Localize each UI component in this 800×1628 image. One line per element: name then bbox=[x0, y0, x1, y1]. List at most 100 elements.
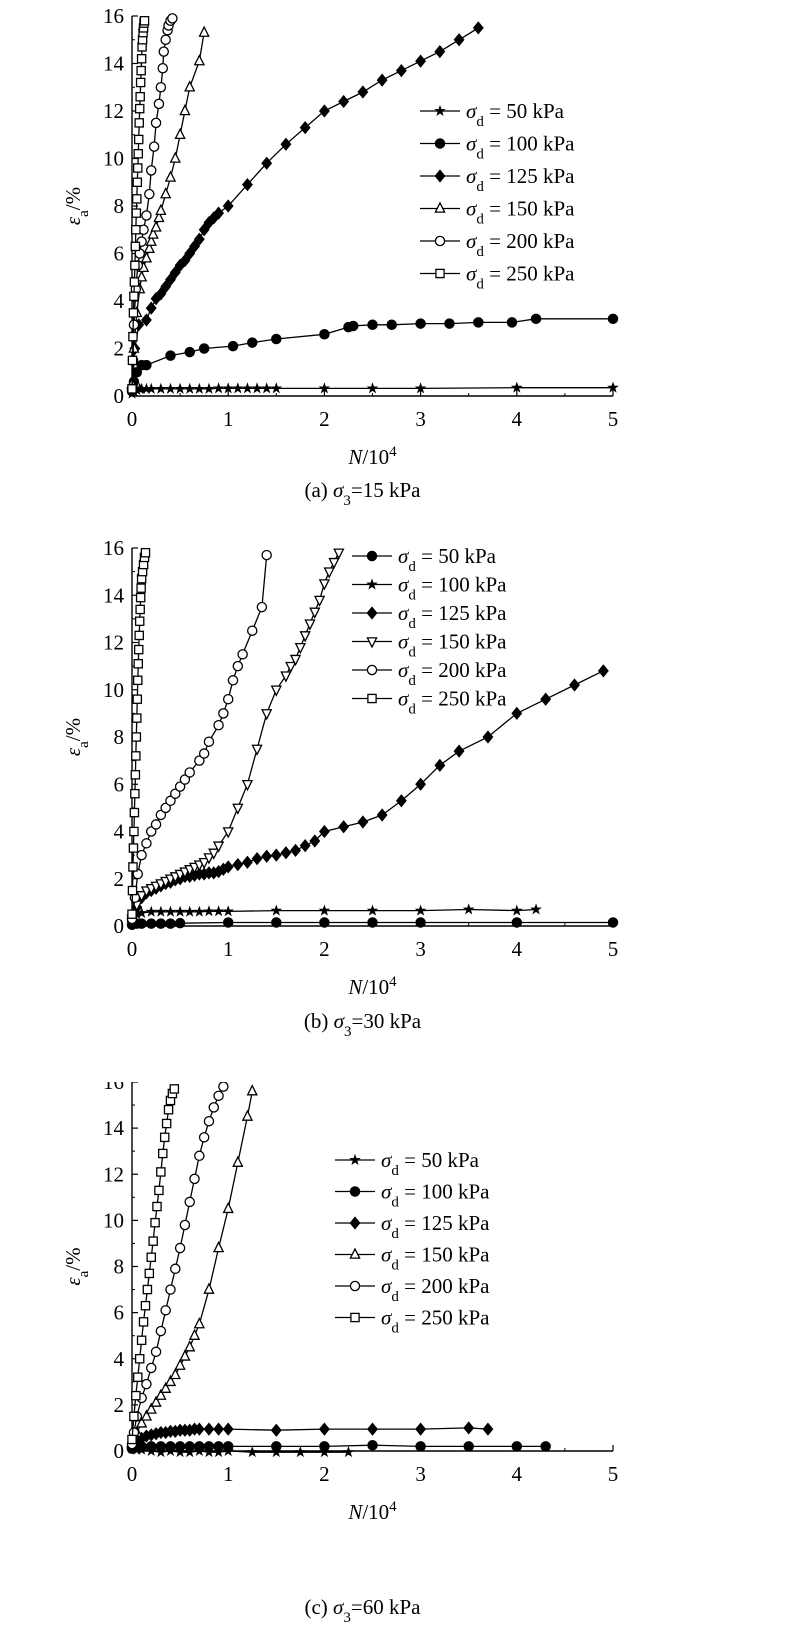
y-tick-label: 10 bbox=[103, 678, 124, 702]
data-point bbox=[270, 382, 283, 394]
data-point bbox=[165, 918, 176, 929]
data-point bbox=[251, 744, 263, 756]
data-point bbox=[129, 277, 140, 287]
data-point bbox=[198, 857, 210, 870]
y-tick-label: 4 bbox=[114, 820, 125, 844]
x-axis-label: N/104 bbox=[347, 1499, 397, 1524]
data-point bbox=[318, 104, 330, 118]
y-tick-label: 6 bbox=[114, 242, 125, 266]
data-point bbox=[130, 260, 140, 271]
data-point bbox=[132, 713, 142, 723]
data-point bbox=[318, 382, 331, 394]
data-point bbox=[144, 1268, 155, 1279]
data-point bbox=[569, 678, 580, 692]
legend-marker bbox=[349, 1216, 361, 1230]
y-tick-label: 14 bbox=[103, 583, 125, 607]
data-point bbox=[167, 13, 178, 24]
legend-label: σd = 150 kPa bbox=[398, 630, 507, 661]
data-point bbox=[415, 54, 427, 68]
data-point bbox=[165, 795, 176, 807]
data-point bbox=[270, 904, 283, 916]
data-point bbox=[395, 794, 407, 808]
data-point bbox=[261, 549, 272, 561]
data-point bbox=[271, 333, 282, 345]
x-tick-label: 0 bbox=[127, 407, 138, 431]
legend-marker bbox=[434, 201, 446, 213]
legend-label: σd = 250 kPa bbox=[381, 1306, 490, 1337]
data-point bbox=[134, 630, 144, 641]
x-tick-label: 0 bbox=[127, 937, 138, 961]
data-point bbox=[304, 619, 316, 631]
y-tick-label: 2 bbox=[114, 337, 125, 361]
data-point bbox=[213, 719, 224, 731]
data-point bbox=[174, 1242, 186, 1254]
data-point bbox=[212, 1446, 225, 1458]
data-point bbox=[174, 781, 186, 792]
data-point bbox=[144, 188, 155, 200]
data-point bbox=[222, 860, 234, 874]
data-point bbox=[183, 905, 196, 917]
y-tick-label: 14 bbox=[103, 1116, 125, 1140]
data-point bbox=[133, 163, 143, 173]
data-point bbox=[415, 917, 426, 928]
data-point bbox=[212, 382, 225, 394]
series-a-0 bbox=[126, 381, 619, 399]
data-point bbox=[319, 1441, 330, 1452]
data-point bbox=[280, 137, 292, 151]
data-point bbox=[218, 708, 229, 719]
x-tick-label: 5 bbox=[608, 1462, 619, 1486]
data-point bbox=[506, 317, 518, 328]
data-point bbox=[155, 1325, 167, 1337]
data-point bbox=[203, 853, 215, 865]
series-a-5 bbox=[127, 15, 150, 394]
data-point bbox=[145, 1362, 157, 1374]
data-point bbox=[164, 170, 177, 182]
data-point bbox=[128, 843, 139, 853]
data-point bbox=[222, 1201, 234, 1214]
data-point bbox=[463, 1421, 475, 1435]
data-point bbox=[150, 1395, 162, 1407]
data-point bbox=[130, 241, 141, 252]
data-point bbox=[271, 1441, 282, 1452]
data-point bbox=[155, 905, 167, 917]
data-point bbox=[136, 54, 147, 64]
data-point bbox=[414, 904, 427, 916]
data-point bbox=[145, 234, 157, 246]
data-point bbox=[184, 80, 196, 92]
data-point bbox=[212, 905, 225, 917]
data-point bbox=[434, 45, 446, 59]
data-point bbox=[184, 246, 196, 261]
data-point bbox=[333, 548, 345, 560]
data-point bbox=[213, 1090, 224, 1102]
data-point bbox=[246, 1446, 259, 1458]
y-tick-label: 10 bbox=[103, 1208, 124, 1232]
data-point bbox=[251, 382, 263, 394]
legend-marker bbox=[349, 1280, 361, 1292]
data-point bbox=[128, 331, 138, 342]
data-point bbox=[141, 210, 152, 221]
series-a-4 bbox=[126, 13, 178, 395]
data-point bbox=[309, 607, 321, 619]
data-point bbox=[203, 905, 215, 917]
data-point bbox=[462, 903, 475, 915]
data-point bbox=[170, 788, 181, 799]
data-point bbox=[155, 1441, 167, 1452]
data-point bbox=[376, 73, 388, 87]
series-b-2 bbox=[126, 664, 609, 928]
data-point bbox=[285, 661, 297, 674]
data-point bbox=[232, 660, 244, 672]
data-point bbox=[482, 1422, 494, 1436]
data-point bbox=[160, 1381, 172, 1393]
data-point bbox=[194, 1150, 205, 1162]
legend-label: σd = 50 kPa bbox=[466, 99, 565, 130]
data-point bbox=[338, 820, 350, 834]
data-point bbox=[153, 210, 165, 223]
data-point bbox=[193, 382, 206, 394]
series-b-5 bbox=[127, 547, 151, 919]
data-point bbox=[222, 827, 234, 839]
legend-label: σd = 100 kPa bbox=[381, 1180, 490, 1211]
data-point bbox=[134, 616, 145, 626]
data-point bbox=[155, 82, 167, 93]
data-point bbox=[179, 1349, 191, 1361]
